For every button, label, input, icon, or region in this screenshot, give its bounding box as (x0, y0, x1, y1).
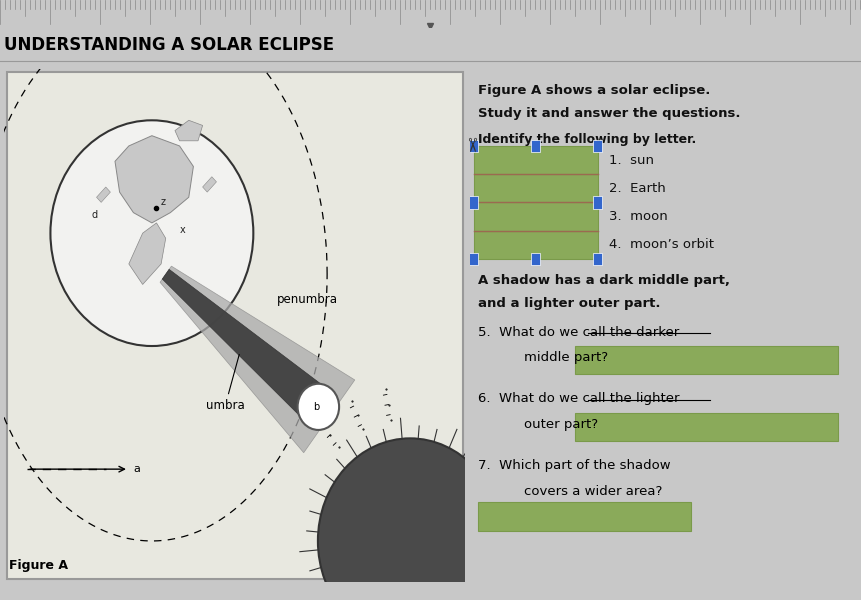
Text: UNDERSTANDING A SOLAR ECLIPSE: UNDERSTANDING A SOLAR ECLIPSE (4, 36, 334, 54)
Bar (468, 140, 478, 152)
Circle shape (318, 439, 502, 600)
Text: and a lighter outer part.: and a lighter outer part. (477, 297, 660, 310)
Text: A shadow has a dark middle part,: A shadow has a dark middle part, (477, 274, 728, 287)
Bar (474, 174, 598, 202)
Polygon shape (160, 266, 355, 453)
Circle shape (297, 384, 338, 430)
Text: 1.  sun: 1. sun (609, 154, 653, 167)
Text: Figure A: Figure A (9, 559, 68, 572)
Text: Study it and answer the questions.: Study it and answer the questions. (477, 107, 740, 121)
Bar (592, 140, 602, 152)
Bar (477, 502, 691, 530)
Bar (474, 146, 598, 174)
Polygon shape (128, 223, 165, 284)
Text: 2.  Earth: 2. Earth (609, 182, 666, 195)
Bar (530, 140, 540, 152)
Text: ✂: ✂ (460, 136, 479, 152)
Text: middle part?: middle part? (523, 351, 608, 364)
Text: 7.  Which part of the shadow: 7. Which part of the shadow (477, 459, 669, 472)
Polygon shape (162, 269, 329, 423)
Text: umbra: umbra (206, 355, 245, 412)
Polygon shape (202, 177, 216, 192)
Bar (530, 253, 540, 265)
FancyBboxPatch shape (7, 71, 462, 580)
Text: 4.  moon’s orbit: 4. moon’s orbit (609, 238, 714, 251)
Text: 3.  moon: 3. moon (609, 210, 667, 223)
Bar (592, 253, 602, 265)
Text: penumbra: penumbra (276, 293, 338, 306)
Bar (573, 346, 837, 374)
Bar (573, 413, 837, 441)
Text: b: b (313, 402, 319, 412)
Text: a: a (133, 464, 140, 474)
Bar (468, 196, 478, 209)
Text: Figure A shows a solar eclipse.: Figure A shows a solar eclipse. (477, 85, 709, 97)
Polygon shape (96, 187, 110, 202)
Text: x: x (179, 225, 185, 235)
Text: d: d (92, 210, 98, 220)
Polygon shape (175, 120, 202, 141)
Polygon shape (115, 136, 193, 223)
Circle shape (51, 120, 253, 346)
Text: Identify the following by letter.: Identify the following by letter. (477, 133, 695, 146)
Bar (474, 230, 598, 259)
Bar (468, 253, 478, 265)
Text: 5.  What do we call the darker: 5. What do we call the darker (477, 325, 678, 338)
Text: outer part?: outer part? (523, 418, 598, 431)
Text: 6.  What do we call the lighter: 6. What do we call the lighter (477, 392, 678, 405)
Bar (592, 196, 602, 209)
Bar (474, 202, 598, 230)
Text: covers a wider area?: covers a wider area? (523, 485, 662, 497)
Text: z: z (161, 197, 166, 207)
